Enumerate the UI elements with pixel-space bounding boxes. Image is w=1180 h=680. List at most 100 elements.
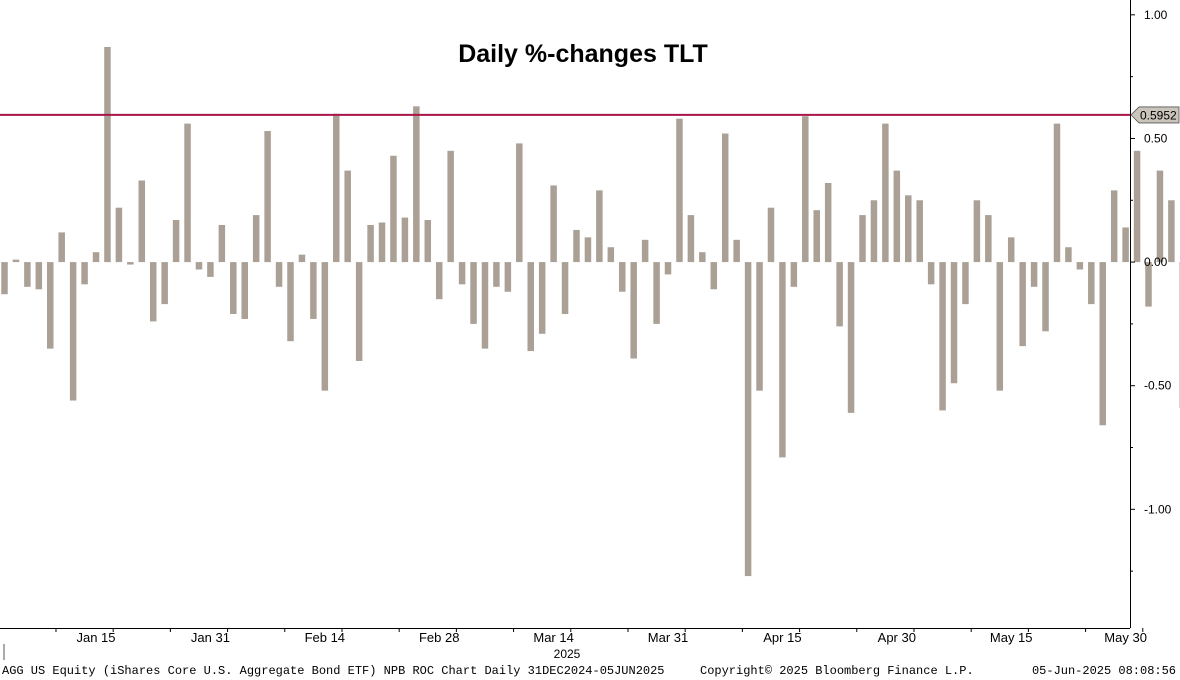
bar [218,224,226,263]
bar [321,262,329,391]
bar [538,262,546,334]
bar [287,262,294,342]
chart-title: Daily %-changes TLT [458,40,708,68]
bar [138,180,146,263]
y-tick-label: -1.00 [1144,502,1172,516]
bar [470,262,477,324]
bar [790,262,798,287]
bar [310,262,317,319]
bar [985,215,992,263]
bar [584,237,592,263]
bar [721,133,729,263]
bar [241,262,248,319]
x-tick-label: Mar 14 [533,630,573,645]
bar [973,200,981,263]
bar [81,262,88,285]
x-tick-label: Apr 30 [878,630,916,645]
bar [1099,262,1106,426]
bar [161,262,168,305]
bar [1110,190,1118,263]
bar [92,252,100,263]
footer-timestamp: 05-Jun-2025 08:08:56 [1031,664,1176,678]
bar-series [1,46,1180,577]
bar [1088,262,1095,305]
bar [630,262,637,359]
bar [744,262,752,577]
bar [596,190,603,263]
bar [996,262,1004,391]
bar [230,262,237,314]
bar [58,232,65,263]
bar [252,215,260,263]
bar [927,262,935,285]
bar [172,220,180,263]
bar [24,262,31,287]
y-tick-label: -0.50 [1144,379,1172,393]
bar [882,123,889,263]
year-label: 2025 [554,647,581,660]
bar [1,262,8,295]
bar [779,262,786,458]
bar [355,262,363,361]
bar [573,229,580,263]
x-tick-label: Jan 15 [76,630,115,645]
bar [504,262,512,292]
bar [687,215,695,263]
bar [916,200,923,263]
bar [767,207,775,263]
bar [859,215,866,263]
bar [378,222,386,263]
bar [756,262,763,391]
bar [893,170,901,263]
bar [516,143,523,263]
bar [195,262,203,270]
bar [1007,237,1015,263]
bar [104,46,111,263]
bar [1145,262,1152,307]
x-tick-label: May 15 [990,630,1033,645]
bar [641,239,649,263]
bar [447,150,454,263]
bar [527,262,534,352]
bar [1019,262,1026,347]
bar [69,262,77,401]
bar [390,155,397,263]
bar [493,262,500,287]
bar [939,262,946,411]
x-tick-label: Mar 31 [648,630,688,645]
bar [905,195,912,263]
bar [367,224,374,263]
bar [836,262,843,327]
bar [481,262,489,349]
x-tick-label: Feb 28 [419,630,459,645]
reference-value-text: 0.5952 [1140,108,1177,122]
reference-value-tag [1130,106,1180,124]
chart-svg: 1.00 0.50 0.00 -0.50 -1.00 Jan 15 Jan 31 Feb 1… [0,0,1180,660]
bar [184,123,191,263]
bar [870,200,878,263]
bar [950,262,958,384]
x-axis-ticks: Jan 15 Jan 31 Feb 14 Feb 28 Mar 14 Mar 31 Apr … [3,628,1147,660]
bar [802,116,809,263]
bar [424,220,432,263]
x-tick-label: Apr 15 [763,630,801,645]
bar [962,262,969,305]
bar [298,254,306,263]
bar [1053,123,1061,263]
bar [149,262,157,322]
bar [699,252,706,263]
bar [12,259,20,263]
bar [561,262,569,314]
bar [1122,227,1129,263]
footer-copyright: Copyright© 2025 Bloomberg Finance L.P. [700,664,974,678]
bar [550,185,557,263]
y-tick-label: 0.00 [1144,255,1168,269]
bar [1133,150,1141,263]
bar [1076,262,1084,270]
bar [207,262,214,277]
footer-security-info: AGG US Equity (iShares Core U.S. Aggrega… [2,664,665,678]
bar [401,217,409,263]
bar [1030,262,1038,287]
bar [1168,200,1175,263]
bar [275,262,283,287]
